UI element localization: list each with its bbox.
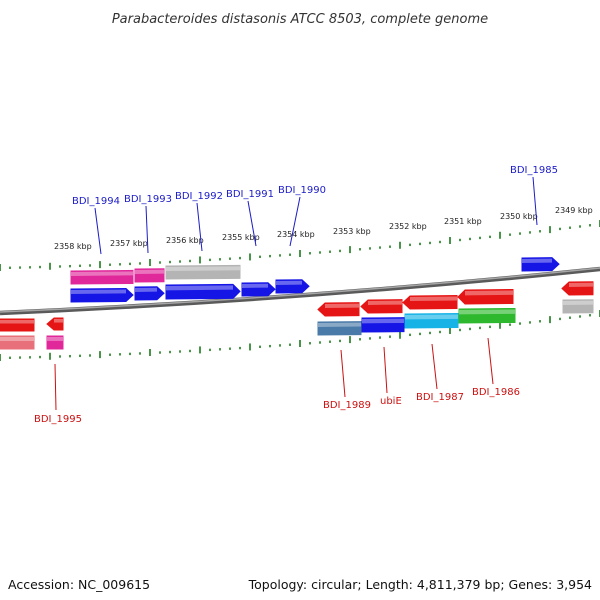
genome-backbone <box>0 266 600 316</box>
gene-bdi-1993-highlight <box>135 287 157 292</box>
tick-label: 2352 kbp <box>389 222 427 231</box>
tick-label: 2350 kbp <box>500 212 538 221</box>
gene-bdi-1986-track-highlight <box>459 309 515 315</box>
gene-bdi-1993-track-highlight <box>135 269 164 274</box>
leader-bdi-1990 <box>289 196 301 247</box>
gene-bdi-1995-track-highlight <box>0 337 34 341</box>
tick-label: 2355 kbp <box>222 233 260 242</box>
gene-label-bdi-1990[interactable]: BDI_1990 <box>278 185 326 196</box>
gene-bdi-1994-track-highlight <box>71 271 133 276</box>
tick-label: 2354 kbp <box>277 230 315 239</box>
leader-bdi-1989 <box>340 349 346 398</box>
gene-right-edge-highlight <box>569 282 593 287</box>
genome-summary-text: Topology: circular; Length: 4,811,379 bp… <box>248 577 592 592</box>
gene-label-bdi-1993[interactable]: BDI_1993 <box>124 194 172 205</box>
gene-bdi-1990-highlight <box>276 280 302 285</box>
gene-label-bdi-1986[interactable]: BDI_1986 <box>472 387 520 398</box>
gene-bdi-1991-highlight <box>242 283 268 288</box>
forward-gene-labels: BDI_1994 BDI_1993 BDI_1992 BDI_1991 BDI_… <box>72 165 558 207</box>
gene-bdi-1992-track-highlight <box>166 266 240 271</box>
gene-label-bdi-1991[interactable]: BDI_1991 <box>226 189 274 200</box>
genome-title: Parabacteroides distasonis ATCC 8503, co… <box>112 12 488 27</box>
leader-ubie <box>383 346 388 394</box>
gene-bdi-1989-track-highlight <box>318 322 361 327</box>
leader-bdi-1986 <box>487 337 494 385</box>
leader-bdi-1993 <box>145 205 149 254</box>
accession-text: Accession: NC_009615 <box>8 577 151 592</box>
leader-bdi-1992 <box>196 202 203 252</box>
gene-right-edge-track-highlight <box>563 300 593 305</box>
gene-label-bdi-1995[interactable]: BDI_1995 <box>34 414 82 425</box>
leader-bdi-1994 <box>94 207 102 255</box>
inner-ruler <box>0 310 600 361</box>
outer-ruler <box>0 220 600 271</box>
gene-label-bdi-1989[interactable]: BDI_1989 <box>323 400 371 411</box>
gene-bdi-1989-highlight <box>325 303 359 308</box>
gene-label-bdi-1985[interactable]: BDI_1985 <box>510 165 558 176</box>
gene-bdi-1987-track-highlight <box>405 314 458 320</box>
gene-bdi-1995-track-b-highlight <box>47 337 63 341</box>
leader-bdi-1987 <box>431 343 438 390</box>
gene-bdi-1995-highlight <box>54 319 63 323</box>
leader-bdi-1995 <box>54 363 57 411</box>
gene-label-ubie[interactable]: ubiE <box>380 396 402 407</box>
gene-ubie-track-highlight <box>362 318 404 324</box>
gene-bdi-1995-partial-highlight <box>0 320 34 324</box>
gene-bdi-1987-highlight <box>410 296 457 301</box>
gene-bdi-1992-highlight <box>166 285 233 291</box>
leader-bdi-1985 <box>532 176 538 226</box>
gene-leader-lines <box>54 176 538 411</box>
gene-label-bdi-1994[interactable]: BDI_1994 <box>72 196 120 207</box>
gene-bdi-1985-highlight <box>522 258 552 263</box>
gene-bdi-1994-highlight <box>71 289 126 294</box>
tick-label: 2357 kbp <box>110 239 148 248</box>
tick-label: 2351 kbp <box>444 217 482 226</box>
tick-label: 2358 kbp <box>54 242 92 251</box>
reverse-gene-labels: BDI_1995 BDI_1989 ubiE BDI_1987 BDI_1986 <box>34 387 520 425</box>
tick-label: 2349 kbp <box>555 206 593 215</box>
gene-bdi-1986-highlight <box>465 290 513 296</box>
gene-features <box>0 257 594 350</box>
gene-label-bdi-1992[interactable]: BDI_1992 <box>175 191 223 202</box>
gene-label-bdi-1987[interactable]: BDI_1987 <box>416 392 464 403</box>
leader-bdi-1991 <box>247 200 257 247</box>
gene-ubie-highlight <box>368 300 402 305</box>
ruler-tick-labels: 2358 kbp 2357 kbp 2356 kbp 2355 kbp 2354… <box>54 206 593 251</box>
tick-label: 2353 kbp <box>333 227 371 236</box>
tick-label: 2356 kbp <box>166 236 204 245</box>
